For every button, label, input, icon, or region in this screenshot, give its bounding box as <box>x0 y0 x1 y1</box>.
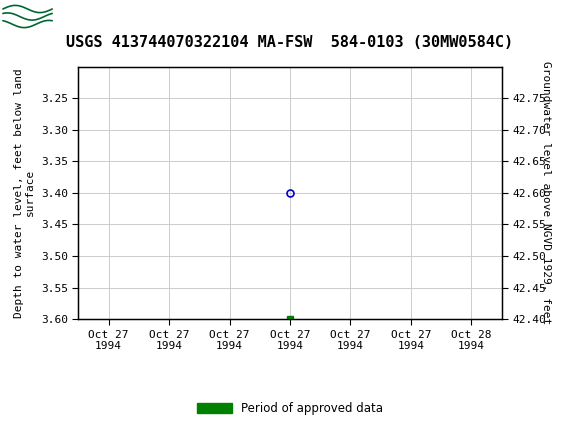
Legend: Period of approved data: Period of approved data <box>192 397 388 420</box>
Y-axis label: Depth to water level, feet below land
surface: Depth to water level, feet below land su… <box>14 68 35 318</box>
Text: USGS: USGS <box>55 6 110 24</box>
Text: USGS 413744070322104 MA-FSW  584-0103 (30MW0584C): USGS 413744070322104 MA-FSW 584-0103 (30… <box>67 35 513 50</box>
Y-axis label: Groundwater level above NGVD 1929, feet: Groundwater level above NGVD 1929, feet <box>541 61 552 325</box>
FancyBboxPatch shape <box>3 1 52 28</box>
